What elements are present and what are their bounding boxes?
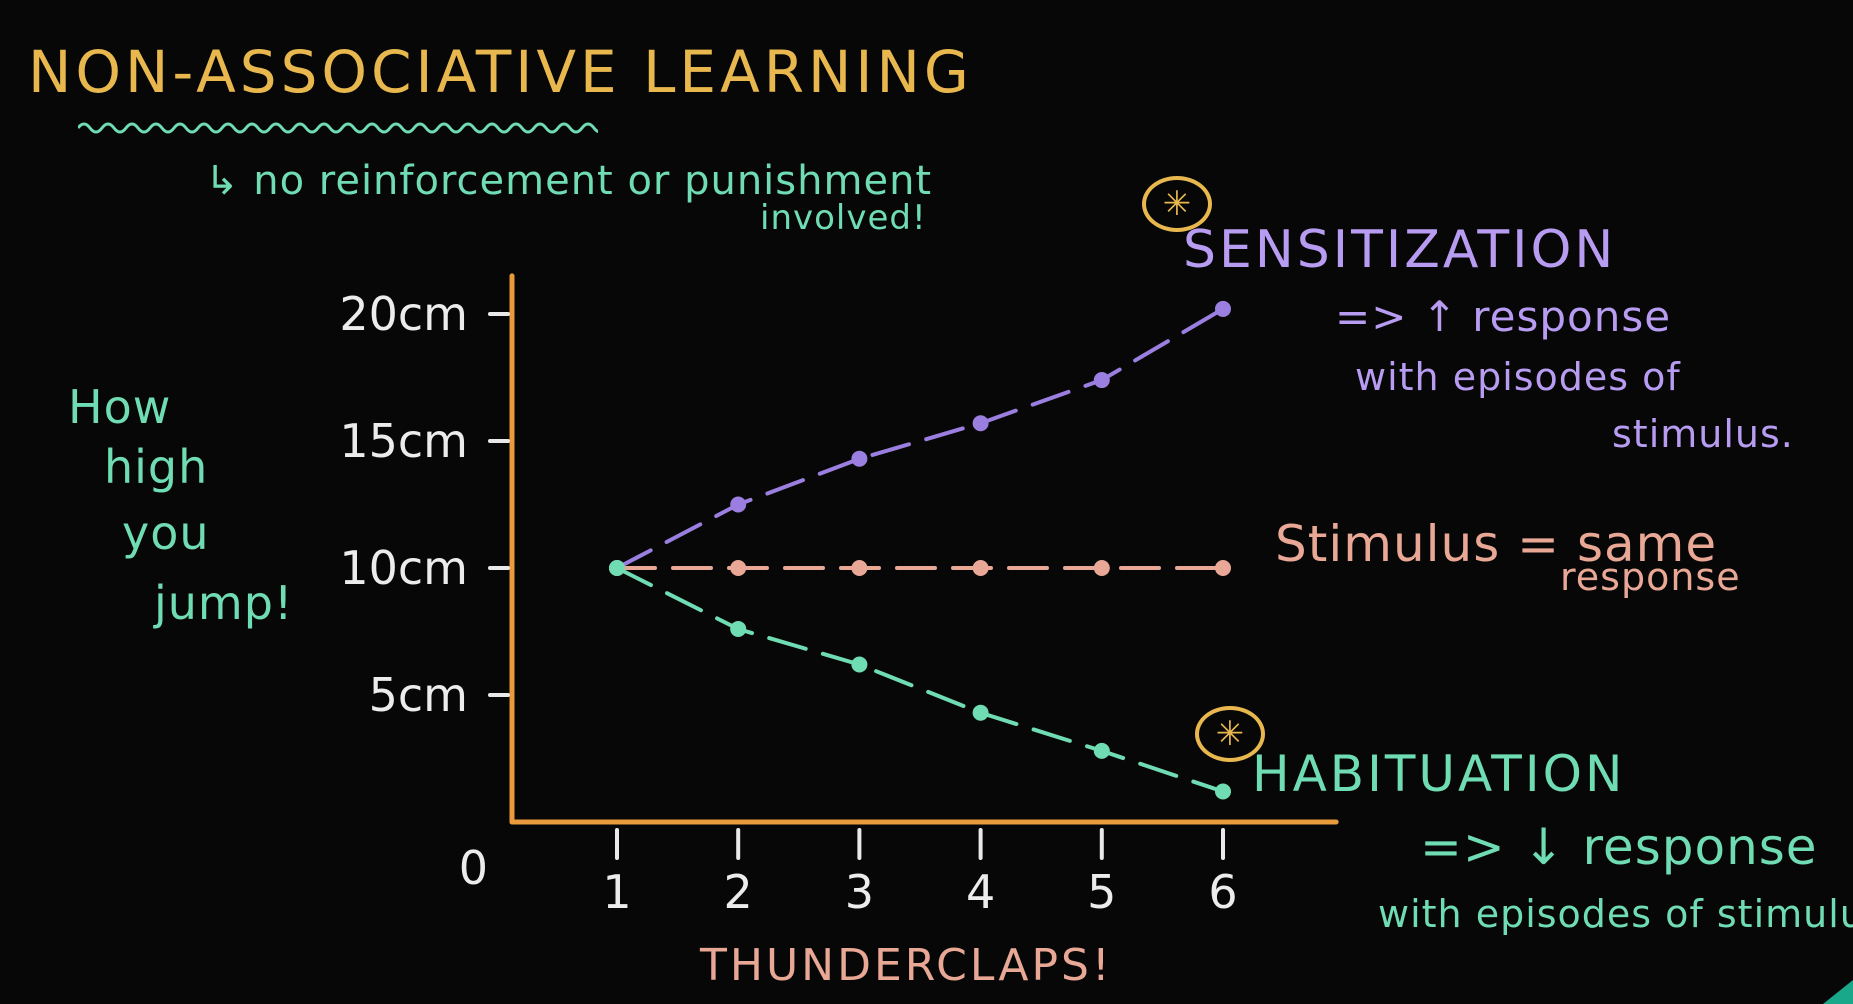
stimulus-data-point — [972, 560, 989, 576]
y-axis-label-line-3: you — [122, 506, 210, 560]
y-tick-label: 20cm — [339, 287, 468, 341]
lesson-title: NON-ASSOCIATIVE LEARNING — [28, 38, 973, 106]
y-tick-label: 5cm — [369, 668, 468, 722]
stimulus-data-point — [1215, 560, 1231, 576]
sensitization-data-point — [730, 496, 747, 513]
y-tick-label: 15cm — [339, 414, 468, 468]
x-tick-label: 5 — [1087, 865, 1116, 919]
sensitization-data-point — [1093, 372, 1110, 389]
habituation-data-point — [1215, 783, 1231, 800]
habituation-data-point — [1093, 742, 1110, 759]
y-axis-label-line-2: high — [104, 440, 209, 494]
habituation-data-point — [972, 704, 989, 721]
habituation-note-line-2: with episodes of stimulus. — [1378, 892, 1853, 936]
habituation-note-line-1: => ↓ response — [1420, 818, 1818, 876]
stimulus-note-line-1: Stimulus = same — [1275, 515, 1718, 573]
y-axis-label-line-4: jump! — [154, 576, 294, 630]
sensitization-note-line-3: stimulus. — [1612, 412, 1794, 456]
habituation-data-point — [609, 560, 625, 576]
habituation-title: HABITUATION — [1252, 745, 1626, 803]
x-axis-label: THUNDERCLAPS! — [700, 940, 1113, 991]
x-tick-label: 2 — [724, 865, 753, 919]
sensitization-note-line-2: with episodes of — [1355, 355, 1681, 399]
y-tick-label: 10cm — [339, 541, 468, 595]
stimulus-note-line-2: response — [1560, 555, 1741, 599]
stimulus-data-point — [851, 560, 868, 576]
sensitization-note-line-1: => ↑ response — [1335, 292, 1672, 341]
sensitization-badge-icon: ✳ — [1142, 176, 1212, 232]
habituation-data-point — [730, 620, 747, 637]
sensitization-title: SENSITIZATION — [1183, 220, 1617, 280]
habituation-badge-icon: ✳ — [1195, 706, 1265, 762]
sensitization-data-point — [972, 415, 989, 432]
habituation-series-line — [615, 566, 1225, 794]
y-axis-label-line-1: How — [68, 380, 172, 434]
x-tick-label: 4 — [966, 865, 995, 919]
sensitization-series-line — [615, 306, 1225, 570]
habituation-data-point — [851, 656, 868, 673]
sensitization-data-point — [851, 450, 868, 467]
sensitization-data-point — [1215, 300, 1231, 317]
x-tick-label: 6 — [1208, 865, 1237, 919]
sensitization-badge-glyph: ✳ — [1162, 184, 1192, 224]
origin-label: 0 — [459, 841, 488, 895]
stimulus-data-point — [730, 560, 747, 576]
habituation-badge-glyph: ✳ — [1215, 714, 1245, 754]
stimulus-data-point — [1093, 560, 1110, 576]
subtitle-line-1: ↳ no reinforcement or punishment — [205, 158, 933, 204]
corner-logo-icon — [1823, 980, 1853, 1004]
x-tick-label: 1 — [602, 865, 631, 919]
subtitle-line-2: involved! — [760, 198, 927, 238]
title-underline — [78, 122, 598, 134]
x-tick-label: 3 — [845, 865, 874, 919]
